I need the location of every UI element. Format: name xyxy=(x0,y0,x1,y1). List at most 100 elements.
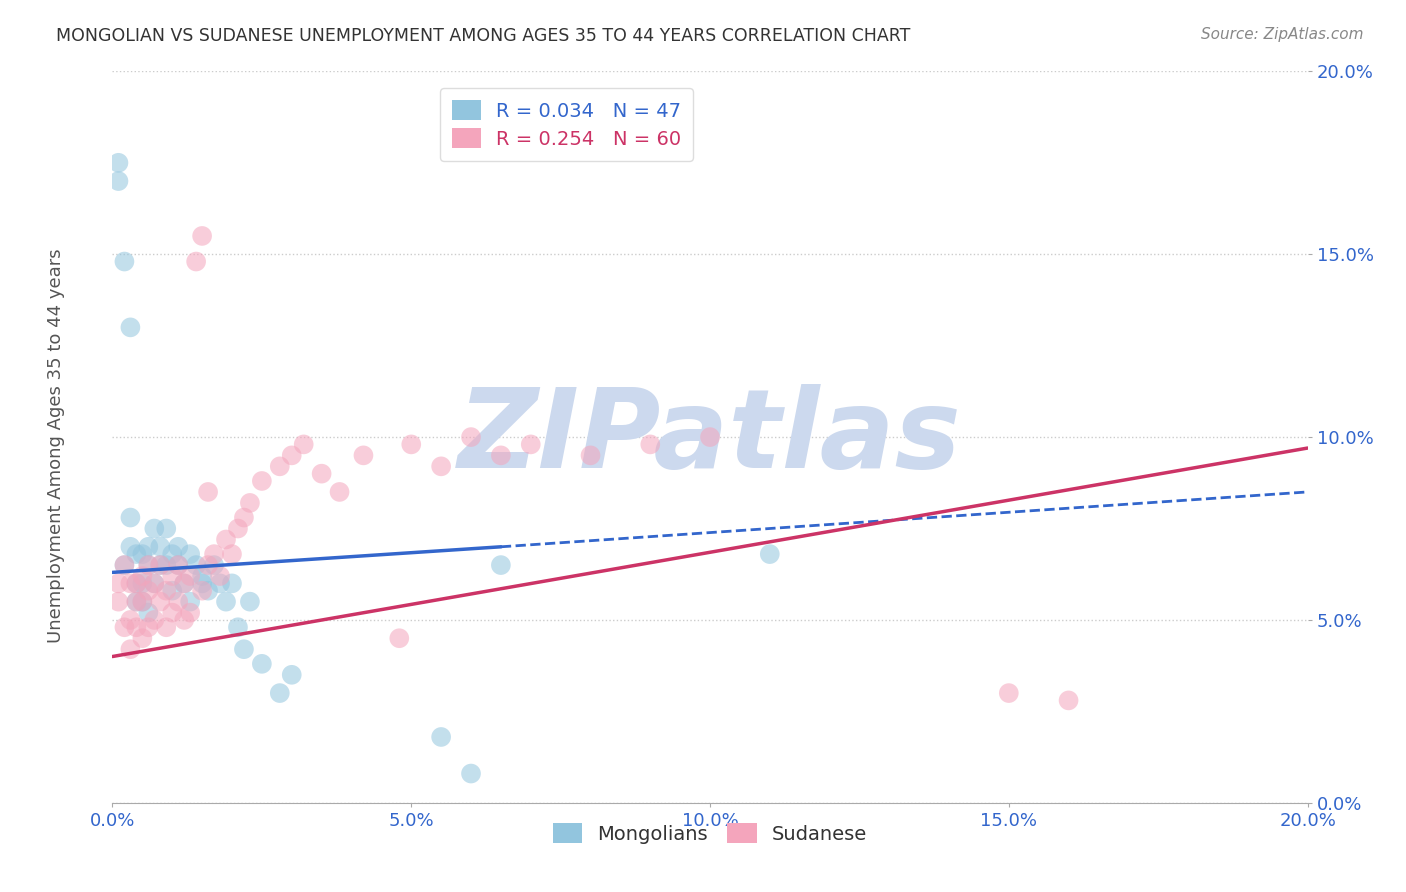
Point xyxy=(233,642,256,657)
Point xyxy=(197,558,219,573)
Point xyxy=(131,547,153,561)
Point xyxy=(131,594,153,608)
Point xyxy=(197,583,219,598)
Point xyxy=(107,156,129,170)
Point xyxy=(520,437,543,451)
Point xyxy=(759,547,782,561)
Point xyxy=(209,569,232,583)
Point xyxy=(167,594,190,608)
Point xyxy=(202,547,225,561)
Point xyxy=(143,613,166,627)
Point xyxy=(120,613,142,627)
Point xyxy=(430,730,453,744)
Point xyxy=(120,510,142,524)
Point xyxy=(162,547,183,561)
Point xyxy=(131,576,153,591)
Point xyxy=(131,594,153,608)
Point xyxy=(114,254,135,268)
Point xyxy=(120,540,142,554)
Point xyxy=(162,583,183,598)
Point xyxy=(329,485,352,500)
Point xyxy=(292,437,315,451)
Legend: Mongolians, Sudanese: Mongolians, Sudanese xyxy=(546,815,875,852)
Point xyxy=(149,594,172,608)
Point xyxy=(460,766,482,780)
Point xyxy=(233,510,256,524)
Point xyxy=(269,686,291,700)
Point xyxy=(120,320,142,334)
Point xyxy=(149,558,172,573)
Point xyxy=(114,620,135,634)
Point xyxy=(125,576,148,591)
Point xyxy=(107,174,129,188)
Point xyxy=(114,558,135,573)
Point xyxy=(998,686,1021,700)
Point xyxy=(239,594,262,608)
Point xyxy=(191,583,214,598)
Point xyxy=(138,606,160,620)
Point xyxy=(143,521,166,535)
Point xyxy=(125,594,148,608)
Point xyxy=(120,576,142,591)
Point xyxy=(155,521,177,535)
Text: ZIPatlas: ZIPatlas xyxy=(458,384,962,491)
Point xyxy=(430,459,453,474)
Point xyxy=(226,521,249,535)
Point xyxy=(107,594,129,608)
Point xyxy=(186,558,208,573)
Point xyxy=(311,467,333,481)
Point xyxy=(167,540,190,554)
Point xyxy=(120,642,142,657)
Point xyxy=(281,667,304,681)
Point xyxy=(460,430,482,444)
Point xyxy=(250,474,273,488)
Point xyxy=(388,632,411,646)
Point xyxy=(125,594,148,608)
Text: Source: ZipAtlas.com: Source: ZipAtlas.com xyxy=(1201,27,1364,42)
Point xyxy=(138,583,160,598)
Point xyxy=(179,594,201,608)
Point xyxy=(173,613,195,627)
Point xyxy=(173,576,195,591)
Point xyxy=(149,540,172,554)
Point xyxy=(131,569,153,583)
Point xyxy=(143,576,166,591)
Point xyxy=(155,558,177,573)
Point xyxy=(489,448,512,462)
Point xyxy=(114,558,135,573)
Point xyxy=(179,547,201,561)
Point xyxy=(353,448,375,462)
Point xyxy=(226,620,249,634)
Point xyxy=(155,620,177,634)
Point xyxy=(167,558,190,573)
Text: MONGOLIAN VS SUDANESE UNEMPLOYMENT AMONG AGES 35 TO 44 YEARS CORRELATION CHART: MONGOLIAN VS SUDANESE UNEMPLOYMENT AMONG… xyxy=(56,27,911,45)
Point xyxy=(269,459,291,474)
Point xyxy=(179,569,201,583)
Point xyxy=(162,606,183,620)
Point xyxy=(239,496,262,510)
Point xyxy=(131,632,153,646)
Point xyxy=(699,430,721,444)
Point xyxy=(250,657,273,671)
Point xyxy=(579,448,602,462)
Text: Unemployment Among Ages 35 to 44 years: Unemployment Among Ages 35 to 44 years xyxy=(48,249,65,643)
Point xyxy=(173,576,195,591)
Point xyxy=(191,576,214,591)
Point xyxy=(401,437,423,451)
Point xyxy=(191,229,214,244)
Point xyxy=(197,485,219,500)
Point xyxy=(215,594,238,608)
Point xyxy=(125,620,148,634)
Point xyxy=(167,558,190,573)
Point xyxy=(138,620,160,634)
Point xyxy=(138,558,160,573)
Point xyxy=(179,606,201,620)
Point xyxy=(125,547,148,561)
Point xyxy=(155,583,177,598)
Point xyxy=(1057,693,1080,707)
Point xyxy=(125,576,148,591)
Point xyxy=(221,547,243,561)
Point xyxy=(162,569,183,583)
Point xyxy=(143,576,166,591)
Point xyxy=(215,533,238,547)
